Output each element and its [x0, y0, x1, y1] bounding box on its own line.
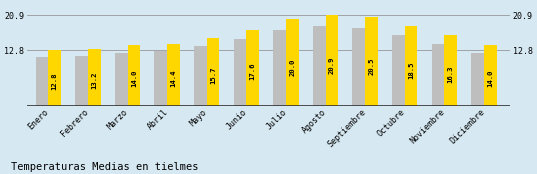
Bar — [194, 46, 207, 106]
Bar — [405, 26, 417, 106]
Bar — [207, 38, 220, 106]
Bar — [325, 15, 338, 106]
Text: 16.3: 16.3 — [448, 65, 454, 83]
Text: 17.6: 17.6 — [250, 63, 256, 80]
Text: Temperaturas Medias en tielmes: Temperaturas Medias en tielmes — [11, 162, 198, 172]
Text: 14.4: 14.4 — [170, 69, 177, 86]
Bar — [313, 26, 325, 106]
Bar — [127, 45, 140, 106]
Text: 15.7: 15.7 — [210, 66, 216, 84]
Bar — [167, 44, 180, 106]
Bar — [392, 35, 405, 106]
Bar — [444, 35, 457, 106]
Text: 12.8: 12.8 — [52, 72, 57, 90]
Bar — [471, 53, 484, 106]
Bar — [432, 44, 444, 106]
Bar — [115, 53, 127, 106]
Bar — [365, 17, 378, 106]
Text: 18.5: 18.5 — [408, 61, 414, 79]
Bar — [246, 30, 259, 106]
Bar — [234, 39, 246, 106]
Text: 14.0: 14.0 — [131, 70, 137, 87]
Bar — [155, 51, 167, 106]
Bar — [484, 45, 497, 106]
Bar — [352, 28, 365, 106]
Bar — [35, 57, 48, 106]
Bar — [75, 56, 88, 106]
Text: 20.9: 20.9 — [329, 56, 335, 74]
Text: 13.2: 13.2 — [91, 71, 97, 89]
Text: 20.0: 20.0 — [289, 58, 295, 76]
Bar — [286, 19, 299, 106]
Text: 14.0: 14.0 — [487, 70, 494, 87]
Bar — [273, 30, 286, 106]
Bar — [88, 49, 100, 106]
Text: 20.5: 20.5 — [368, 57, 374, 75]
Bar — [48, 50, 61, 106]
